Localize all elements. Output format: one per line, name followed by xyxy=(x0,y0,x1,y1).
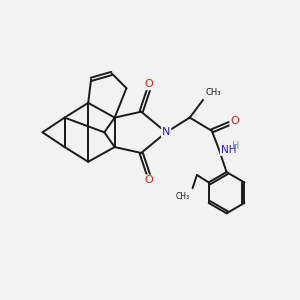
Text: H: H xyxy=(232,142,239,152)
Text: O: O xyxy=(145,175,154,185)
Text: CH₃: CH₃ xyxy=(206,88,221,97)
Text: CH₃: CH₃ xyxy=(176,192,190,201)
Text: O: O xyxy=(145,79,154,89)
Text: O: O xyxy=(230,116,239,126)
Text: NH: NH xyxy=(221,145,236,155)
Text: N: N xyxy=(162,127,170,137)
